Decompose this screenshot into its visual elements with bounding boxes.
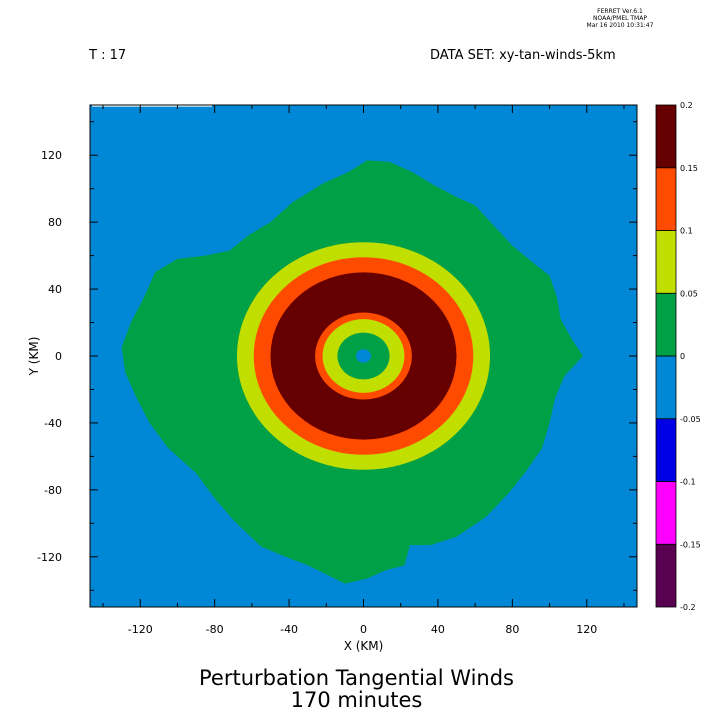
x-tick-label: 80 <box>505 623 519 636</box>
chart-subtitle: 170 minutes <box>290 688 423 712</box>
colorbar-swatch <box>655 292 677 357</box>
colorbar-label: 0.2 <box>680 101 693 110</box>
y-tick-label: 80 <box>48 216 62 229</box>
stamp-line: NOAA/PMEL TMAP <box>593 15 647 22</box>
colorbar-swatch <box>655 481 677 545</box>
axes: -120 -80 -40 0 40 80 120 -120 -80 -40 0 40 80 120 X (K… <box>27 104 638 653</box>
colorbar-label: 0 <box>680 352 685 361</box>
colorbar-label: 0.05 <box>680 289 698 298</box>
y-tick-label: 120 <box>41 149 62 162</box>
colorbar-label: 0.15 <box>680 164 698 173</box>
colorbar-swatch <box>655 104 677 169</box>
field-ring <box>356 349 371 363</box>
colorbar-label: -0.15 <box>680 540 701 549</box>
x-tick-label: -80 <box>206 623 224 636</box>
stamp-line: Mar 16 2010 10:31:47 <box>586 22 654 29</box>
chart-title: Perturbation Tangential Winds <box>199 666 514 690</box>
y-tick-label: -80 <box>44 484 62 497</box>
colorbar-swatch <box>655 355 677 420</box>
x-tick-label: -120 <box>128 623 153 636</box>
time-step-label: T : 17 <box>89 48 127 63</box>
stamp-line: FERRET Ver.6.1 <box>597 8 643 15</box>
ferret-version-stamp: FERRET Ver.6.1 NOAA/PMEL TMAP Mar 16 201… <box>560 8 680 29</box>
colorbar-swatch <box>655 230 677 294</box>
colorbar-swatch <box>655 167 677 231</box>
y-tick-label: 40 <box>48 283 62 296</box>
colorbar-label: -0.05 <box>680 415 701 424</box>
x-axis-label: X (KM) <box>344 639 384 653</box>
colorbar-label: 0.1 <box>680 227 693 236</box>
y-tick-label: -40 <box>44 417 62 430</box>
x-tick-label: 0 <box>360 623 367 636</box>
dataset-label: DATA SET: xy-tan-winds-5km <box>430 48 616 63</box>
x-tick-label: 40 <box>431 623 445 636</box>
colorbar-swatch <box>655 418 677 482</box>
y-tick-label: -120 <box>37 551 62 564</box>
plot-area <box>90 105 637 607</box>
y-tick-label: 0 <box>55 350 62 363</box>
y-axis-label: Y (KM) <box>27 337 41 377</box>
colorbar-swatch <box>655 543 677 608</box>
x-tick-label: -40 <box>280 623 298 636</box>
x-tick-label: 120 <box>576 623 597 636</box>
colorbar: -0.2 -0.15 -0.1 -0.05 0 0.05 0.1 0.15 0.2 <box>655 101 701 612</box>
colorbar-label: -0.2 <box>680 603 696 612</box>
colorbar-label: -0.1 <box>680 478 696 487</box>
